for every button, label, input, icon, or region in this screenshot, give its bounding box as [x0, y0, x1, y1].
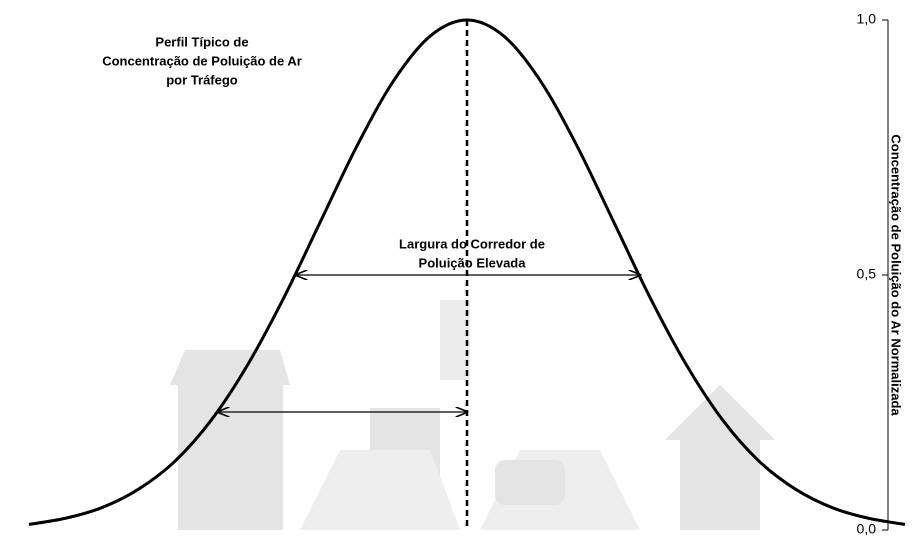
curve [28, 18, 906, 526]
annotation-line: Largura do Corredor de [399, 236, 545, 251]
y-tick-label: 1,0 [857, 11, 877, 27]
title-line: Perfil Típico de [155, 34, 248, 49]
y-tick-label: 0,5 [857, 266, 877, 282]
title-line: Concentração de Poluição de Ar [102, 53, 302, 68]
annotation-line: Poluição Elevada [419, 255, 527, 270]
background-town [170, 300, 775, 530]
title-line: por Tráfego [166, 72, 238, 87]
y-tick-label: 0,0 [857, 521, 877, 537]
y-axis-label: Concentração de Poluição do Ar Normaliza… [889, 134, 904, 416]
